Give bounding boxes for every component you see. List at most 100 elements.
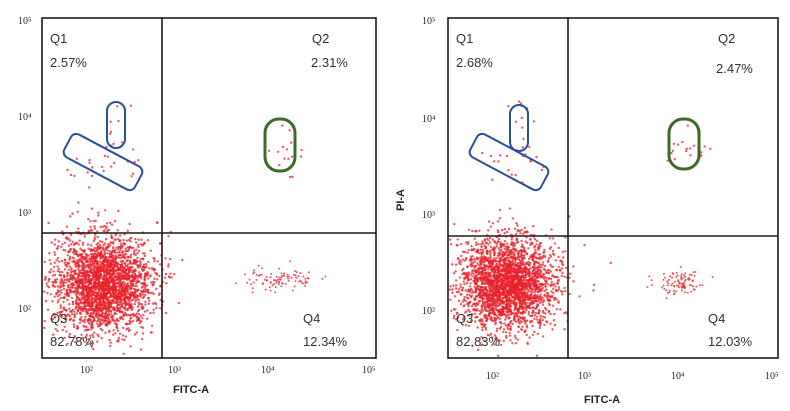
- q3-event-dot: [513, 282, 516, 285]
- q3-event-dot: [68, 307, 71, 310]
- q3-event-dot: [542, 250, 546, 254]
- x-tick-label: 10⁴: [261, 365, 275, 376]
- q3-event-dot: [549, 322, 552, 325]
- q3-event-dot: [82, 272, 85, 276]
- q3-event-dot: [461, 286, 465, 290]
- q3-event-dot: [526, 241, 529, 245]
- q3-event-dot: [142, 313, 145, 317]
- q3-event-dot: [540, 265, 543, 269]
- q3-event-dot: [136, 266, 139, 269]
- q3-event-dot: [88, 296, 91, 299]
- q4-event-dot: [265, 279, 268, 282]
- q3-event-dot: [120, 277, 124, 280]
- q3-event-dot: [122, 326, 125, 330]
- q3-event-dot: [475, 257, 478, 260]
- q3-event-dot: [43, 326, 46, 330]
- q3-event-dot: [523, 226, 527, 229]
- q3-event-dot: [144, 283, 147, 286]
- flow-panel-right: Q1 2.68% Q2 2.47% Q3 82.83% Q4 12.03% 10…: [395, 16, 779, 406]
- q3-event-dot: [146, 271, 149, 274]
- q4-event-dot: [268, 286, 271, 289]
- q3-event-dot: [88, 298, 91, 301]
- q3-event-dot: [540, 274, 543, 277]
- q3-event-dot: [479, 344, 483, 347]
- q3-event-dot: [56, 289, 60, 292]
- q3-event-dot: [555, 298, 558, 301]
- q3-event-dot: [550, 280, 553, 284]
- q3-event-dot: [496, 288, 499, 292]
- q3-event-dot: [76, 324, 79, 328]
- q3-event-dot: [94, 314, 98, 318]
- q3-event-dot: [115, 272, 118, 275]
- q4-event-dot: [255, 273, 258, 276]
- q3-event-dot: [43, 278, 47, 281]
- q3-event-dot: [66, 238, 69, 241]
- q3-event-dot: [126, 229, 129, 232]
- q3-event-dot: [483, 238, 487, 241]
- q3-event-dot: [128, 222, 131, 226]
- q3-event-dot: [63, 336, 66, 340]
- q3-event-dot: [461, 273, 464, 276]
- q4-event-dot: [274, 286, 277, 289]
- q3-event-dot: [489, 225, 492, 228]
- q3-event-dot: [101, 254, 104, 258]
- q3-event-dot: [454, 270, 457, 273]
- q3-event-dot: [72, 243, 76, 246]
- q3-event-dot: [51, 318, 55, 321]
- q3-event-dot: [543, 316, 547, 319]
- q4-event-dot: [275, 279, 278, 282]
- q3-event-dot: [495, 314, 498, 317]
- q3-event-dot: [88, 315, 92, 318]
- q3-event-dot: [116, 251, 119, 254]
- q3-event-dot: [117, 273, 120, 277]
- q3-event-dot: [60, 320, 63, 324]
- q4-event-dot: [251, 287, 254, 290]
- q4-event-dot: [250, 283, 253, 286]
- q3-event-dot: [87, 321, 91, 325]
- q3-event-dot: [529, 298, 532, 301]
- q1-event-dot: [116, 105, 119, 108]
- q3-event-dot: [471, 289, 474, 292]
- q3-event-dot: [106, 285, 109, 288]
- q3-event-dot: [136, 309, 140, 313]
- q3-event-dot: [129, 317, 132, 321]
- q3-event-dot: [476, 273, 479, 277]
- q3-event-dot: [485, 290, 489, 293]
- q3-event-dot: [56, 301, 59, 304]
- q3-event-dot: [99, 269, 102, 272]
- q3-event-dot: [527, 290, 530, 293]
- q3-event-dot: [75, 295, 79, 298]
- q3-event-dot: [140, 277, 143, 280]
- q3-event-dot: [498, 313, 501, 316]
- q3-event-dot: [547, 310, 551, 314]
- q3-event-dot: [115, 278, 118, 282]
- q3-event-dot: [519, 291, 522, 294]
- q3-event-dot: [90, 328, 93, 331]
- q3-event-dot: [152, 256, 155, 260]
- q3-event-dot: [506, 325, 509, 328]
- q3-event-dot: [139, 320, 142, 323]
- q3-event-dot: [129, 253, 133, 257]
- q3-event-dot: [119, 256, 123, 260]
- q3-event-dot: [87, 337, 90, 341]
- q3-event-dot: [495, 242, 499, 245]
- q3-event-dot: [94, 219, 97, 223]
- q3-event-dot: [495, 278, 498, 281]
- q3-event-dot: [481, 285, 484, 289]
- q3-event-dot: [65, 265, 69, 268]
- q2-event-dot: [300, 148, 303, 152]
- q3-event-dot: [513, 248, 516, 251]
- q3-event-dot: [458, 276, 462, 279]
- q3-event-dot: [54, 327, 57, 331]
- q4-event-dot: [264, 288, 267, 291]
- q3-event-dot: [497, 230, 500, 234]
- q3-event-dot: [43, 260, 46, 264]
- q3-event-dot: [127, 272, 130, 275]
- q3-event-dot: [95, 310, 99, 313]
- q3-event-dot: [50, 268, 53, 271]
- q1-event-dot: [105, 145, 108, 148]
- q4-event-dot: [257, 264, 260, 267]
- q3-event-dot: [537, 248, 540, 251]
- q3-event-dot: [114, 297, 118, 300]
- q3-event-dot: [504, 285, 507, 288]
